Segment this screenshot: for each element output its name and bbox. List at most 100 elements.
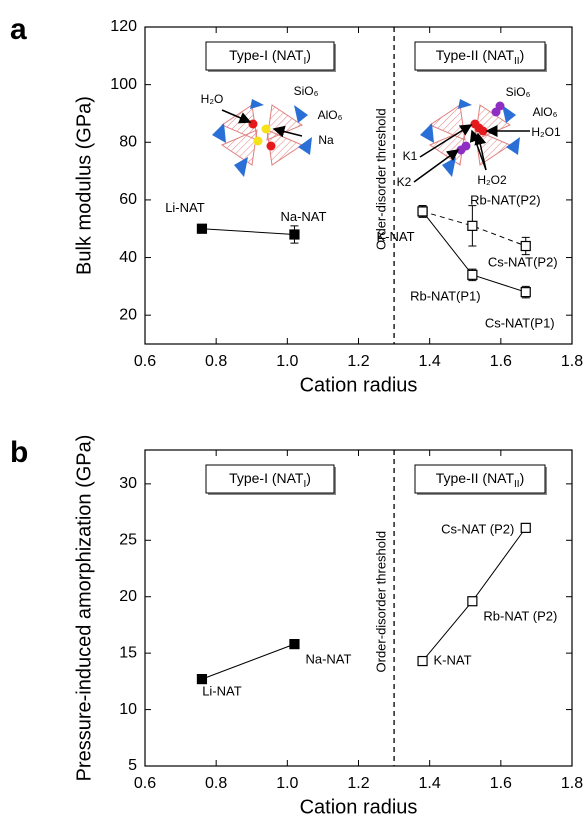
region-box [414, 464, 546, 494]
inset-atom [495, 101, 505, 111]
x-tick-label: 1.6 [490, 353, 512, 370]
y-tick-label: 20 [119, 588, 137, 605]
region-box [205, 464, 335, 494]
y-axis-label: Pressure-induced amorphization (GPa) [73, 435, 95, 782]
inset-label: SiO₆ [506, 85, 531, 99]
y-tick-label: 100 [110, 76, 137, 93]
inset-tetrahedron [420, 123, 434, 143]
y-tick-label: 80 [119, 133, 137, 150]
y-tick-label: 15 [119, 644, 137, 661]
x-tick-label: 0.6 [134, 353, 156, 370]
y-tick-label: 10 [119, 701, 137, 718]
point-label: K-NAT [377, 229, 415, 244]
inset-tetrahedron [212, 123, 226, 143]
x-tick-label: 1.0 [276, 353, 298, 370]
region-sub: I [303, 479, 306, 490]
inset-tetrahedron [502, 105, 516, 123]
data-point [520, 522, 531, 533]
point-label: K-NAT [434, 652, 472, 667]
data-point [467, 269, 478, 280]
plot-frame [144, 26, 573, 345]
y-tick-label: 120 [110, 18, 137, 35]
x-tick-label: 1.2 [347, 775, 369, 792]
y-axis-label: Bulk modulus (GPa) [73, 96, 95, 275]
inset-label: K1 [403, 149, 418, 163]
x-tick-label: 1.8 [561, 775, 583, 792]
x-tick-label: 0.8 [205, 353, 227, 370]
region-sub: II [514, 479, 520, 490]
data-point [196, 673, 208, 685]
inset-label: H₂O1 [531, 125, 561, 139]
inset-atom [261, 124, 271, 134]
series-line [201, 643, 295, 680]
point-label: Rb-NAT(P2) [470, 192, 541, 207]
data-point [417, 655, 428, 667]
point-label: Rb-NAT(P1) [410, 288, 481, 303]
y-tick-label: 60 [119, 191, 137, 208]
region-label: Type-I (NATI) [229, 47, 311, 67]
inset-arrow [419, 124, 473, 158]
inset-tetrahedron [234, 157, 248, 177]
inset-tetrahedron [458, 99, 472, 109]
x-tick-label: 0.6 [134, 775, 156, 792]
x-axis-label: Cation radius [300, 796, 418, 818]
inset-label: Na [318, 133, 334, 147]
region-sub: II [514, 56, 520, 67]
x-tick-label: 1.4 [419, 353, 441, 370]
inset-label: H₂O2 [477, 173, 507, 187]
inset-arrow [221, 109, 252, 124]
inset-tetrahedron [442, 157, 456, 177]
data-point [520, 240, 531, 252]
point-label: Cs-NAT(P1) [485, 316, 555, 331]
inset-label: AlO₆ [533, 105, 558, 119]
inset-arrow [469, 129, 487, 171]
series-line [201, 228, 295, 235]
inset-arrow [272, 125, 303, 138]
point-label: Rb-NAT (P2) [483, 609, 557, 624]
inset-tetrahedron [298, 137, 312, 155]
inset-tetrahedron [294, 105, 308, 123]
region-label: Type-II (NATII) [436, 47, 525, 67]
region-text: Type-II (NAT [436, 47, 515, 63]
x-tick-label: 0.8 [205, 775, 227, 792]
panel-letter: a [10, 13, 27, 46]
inset-label: AlO₆ [318, 108, 343, 122]
x-tick-label: 1.2 [347, 353, 369, 370]
region-label: Type-II (NATII) [436, 470, 525, 490]
point-label: Cs-NAT (P2) [441, 521, 514, 536]
data-point [520, 287, 531, 298]
region-sub: I [303, 56, 306, 67]
inset-tetrahedron [506, 137, 520, 155]
x-tick-label: 1.8 [561, 353, 583, 370]
inset-label: SiO₆ [294, 84, 319, 98]
point-label: Li-NAT [202, 684, 242, 699]
inset-atom [266, 141, 276, 151]
y-tick-label: 20 [119, 306, 137, 323]
region-text: Type-II (NAT [436, 470, 515, 486]
point-label: Cs-NAT(P2) [488, 254, 558, 269]
point-label: Na-NAT [280, 209, 326, 224]
inset-label: H₂O [201, 92, 224, 106]
inset-arrow [413, 149, 460, 183]
y-tick-label: 25 [119, 532, 137, 549]
region-box [414, 41, 546, 71]
data-point [467, 596, 478, 607]
data-point [196, 223, 208, 234]
inset-atom [461, 141, 471, 151]
inset-label: K2 [397, 175, 412, 189]
region-close: ) [520, 47, 525, 63]
point-label: Li-NAT [165, 200, 205, 215]
region-close: ) [306, 470, 311, 486]
y-tick-label: 30 [119, 475, 137, 492]
inset-tetrahedron [250, 99, 264, 109]
point-label: Na-NAT [305, 652, 351, 667]
y-tick-label: 40 [119, 249, 137, 266]
x-tick-label: 1.0 [276, 775, 298, 792]
inset-atom [474, 123, 484, 133]
x-tick-label: 1.6 [490, 775, 512, 792]
series-line [422, 527, 527, 662]
data-point [289, 229, 300, 240]
region-close: ) [520, 470, 525, 486]
data-point [417, 206, 428, 217]
inset-atom [248, 119, 258, 129]
